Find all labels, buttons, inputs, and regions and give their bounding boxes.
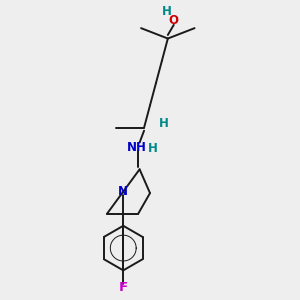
Text: N: N xyxy=(118,185,128,198)
Text: H: H xyxy=(148,142,158,155)
Text: NH: NH xyxy=(127,140,147,154)
Text: O: O xyxy=(169,14,179,27)
Text: H: H xyxy=(161,5,171,18)
Text: F: F xyxy=(119,281,128,294)
Text: H: H xyxy=(158,117,168,130)
